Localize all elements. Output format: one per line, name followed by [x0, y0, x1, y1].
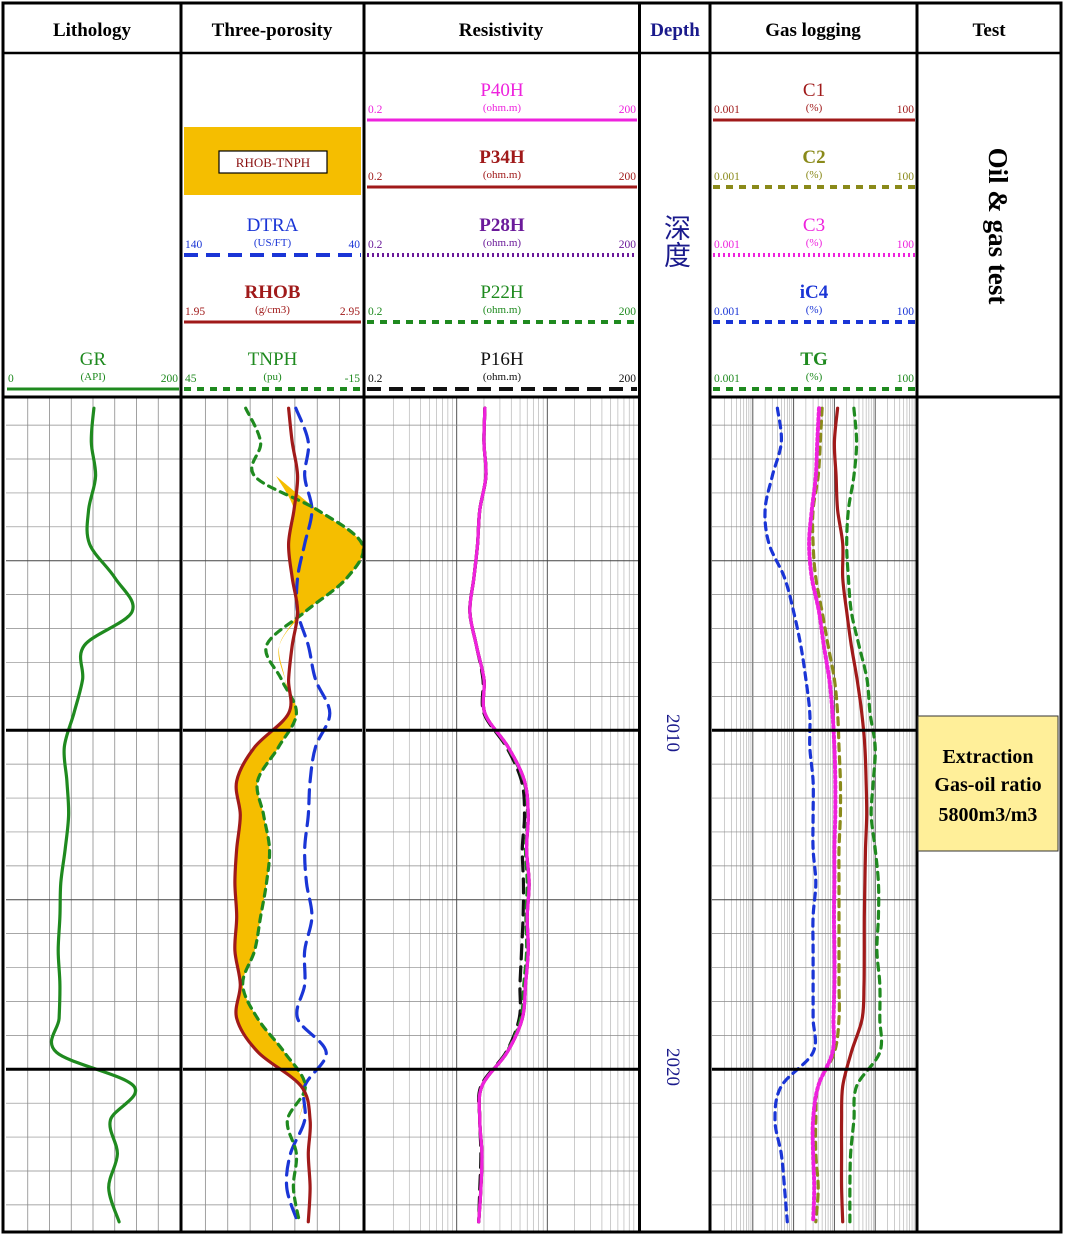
- header-rhob-unit: (g/cm3): [255, 304, 290, 316]
- track-title-porosity: Three-porosity: [212, 20, 333, 41]
- header-gr-name: GR: [80, 349, 107, 370]
- header-p40h-name: P40H: [480, 80, 524, 101]
- header-c2-max: 100: [897, 171, 915, 183]
- test-result-text: Extraction Gas-oil ratio 5800m3/m3: [934, 746, 1041, 826]
- grid-layer: [6, 398, 916, 1232]
- header-ic4-unit: (%): [806, 304, 823, 316]
- header-p22h-name: P22H: [480, 282, 524, 303]
- header-tg-max: 100: [897, 373, 915, 385]
- header-rhob-name: RHOB: [245, 282, 301, 303]
- header-c1-name: C1: [803, 80, 825, 101]
- header-c2-unit: (%): [806, 169, 823, 181]
- depth-tick-2020: 2020: [662, 1048, 683, 1086]
- header-ic4-name: iC4: [800, 282, 829, 303]
- header-p16h-unit: (ohm.m): [483, 371, 522, 383]
- header-tg-name: TG: [800, 349, 828, 370]
- header-p28h-name: P28H: [479, 215, 525, 236]
- header-p40h-max: 200: [619, 104, 637, 116]
- header-p16h-max: 200: [619, 373, 637, 385]
- test-line-2: Gas-oil ratio: [934, 774, 1041, 796]
- curve-gr: [51, 408, 135, 1222]
- header-tg-min: 0.001: [714, 373, 740, 385]
- header-c3-name: C3: [803, 215, 825, 236]
- track-titles: Lithology Three-porosity Resistivity Dep…: [53, 20, 1006, 41]
- header-p34h-min: 0.2: [368, 171, 383, 183]
- header-p40h-unit: (ohm.m): [483, 102, 522, 114]
- depth-tick-2010: 2010: [662, 714, 683, 752]
- header-p22h-min: 0.2: [368, 306, 383, 318]
- header-c1-max: 100: [897, 104, 915, 116]
- header-tnph-name: TNPH: [248, 349, 298, 370]
- track-title-gas: Gas logging: [765, 20, 861, 41]
- header-c3-max: 100: [897, 239, 915, 251]
- track-title-lithology: Lithology: [53, 20, 132, 41]
- header-tnph-unit: (pu): [263, 371, 282, 383]
- header-p16h-name: P16H: [480, 349, 524, 370]
- header-dtra-min: 140: [185, 239, 203, 251]
- test-line-1: Extraction: [942, 746, 1033, 768]
- header-gr-min: 0: [8, 373, 14, 385]
- header-rhob-max: 2.95: [340, 306, 360, 318]
- header-p34h-name: P34H: [479, 147, 525, 168]
- header-p34h-unit: (ohm.m): [483, 169, 522, 181]
- header-p16h-min: 0.2: [368, 373, 383, 385]
- header-c1-unit: (%): [806, 102, 823, 114]
- header-p28h-min: 0.2: [368, 239, 383, 251]
- track-title-depth: Depth: [650, 20, 700, 41]
- header-c1-min: 0.001: [714, 104, 740, 116]
- header-tnph-max: -15: [345, 373, 361, 385]
- header-c2-min: 0.001: [714, 171, 740, 183]
- header-tnph-min: 45: [185, 373, 197, 385]
- curve-tg: [847, 408, 882, 1222]
- header-dtra-max: 40: [349, 239, 361, 251]
- header-p22h-max: 200: [619, 306, 637, 318]
- track-title-resistivity: Resistivity: [459, 20, 544, 41]
- header-rhob-min: 1.95: [185, 306, 205, 318]
- header-p28h-max: 200: [619, 239, 637, 251]
- fill-legend-label: RHOB-TNPH: [236, 155, 310, 170]
- curve-headers: GR(API) 0 200 TNPH(pu) 45 -15 RHOB(g/cm3) 1.95 2…: [7, 80, 915, 389]
- header-gr-unit: (API): [80, 371, 105, 383]
- header-p22h-unit: (ohm.m): [483, 304, 522, 316]
- header-gr-max: 200: [161, 373, 179, 385]
- header-c3-unit: (%): [806, 237, 823, 249]
- header-p40h-min: 0.2: [368, 104, 383, 116]
- header-ic4-min: 0.001: [714, 306, 740, 318]
- test-vertical-text: Oil & gas test: [983, 148, 1013, 305]
- header-ic4-max: 100: [897, 306, 915, 318]
- header-dtra-name: DTRA: [247, 215, 299, 236]
- track-title-test: Test: [972, 20, 1006, 41]
- header-dtra-unit: (US/FT): [254, 237, 292, 249]
- curve-layer: [51, 408, 881, 1222]
- header-tg-unit: (%): [806, 371, 823, 383]
- header-p34h-max: 200: [619, 171, 637, 183]
- header-p28h-unit: (ohm.m): [483, 237, 522, 249]
- header-c2-name: C2: [802, 147, 825, 168]
- header-c3-min: 0.001: [714, 239, 740, 251]
- test-line-3: 5800m3/m3: [939, 804, 1038, 826]
- depth-label: 深度: [660, 214, 691, 268]
